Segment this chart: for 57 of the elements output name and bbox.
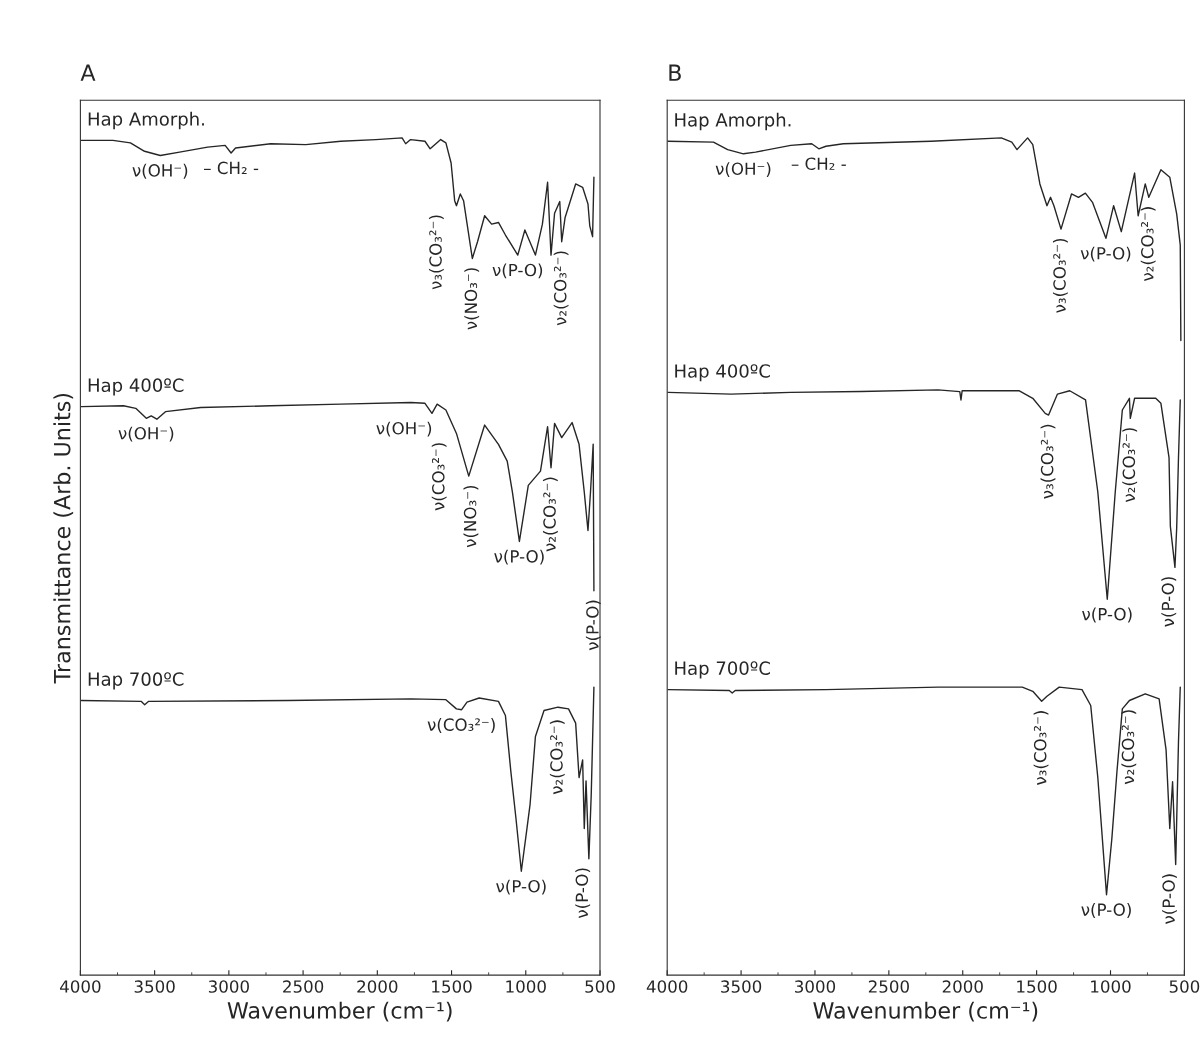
annotation: ν(OH⁻)	[132, 163, 188, 179]
annotation: ν(OH⁻)	[715, 162, 771, 177]
annotation: ν₂(CO₃²⁻)	[1140, 207, 1156, 281]
x-axis-title: Wavenumber (cm⁻¹)	[227, 1001, 452, 1022]
annotation: ν₃(CO₃²⁻)	[428, 215, 444, 290]
series-label: Hap 400ºC	[88, 378, 184, 396]
annotation: ν(P-O)	[1081, 903, 1131, 918]
annotation: ν(P-O)	[575, 868, 591, 919]
x-tick-label: 2500	[868, 980, 909, 993]
x-tick-label: 1500	[1017, 980, 1057, 993]
annotation: ν₂(CO₃²⁻)	[542, 477, 558, 552]
annotation: ν(P-O)	[494, 549, 544, 565]
x-tick-label: 500	[585, 980, 615, 993]
annotation: ν₃(CO₃²⁻)	[1040, 424, 1056, 499]
x-tick-label: 3500	[721, 980, 762, 993]
annotation: ν(P-O)	[585, 600, 601, 651]
series-label: Hap Amorph.	[675, 112, 791, 131]
annotation: ν₂(CO₃²⁻)	[553, 251, 569, 326]
series-label: Hap Amorph.	[88, 111, 204, 130]
x-tick-label: 1000	[506, 980, 546, 993]
series-label: Hap 400ºC	[675, 364, 770, 382]
annotation: ν(OH⁻)	[118, 426, 174, 442]
annotation: ν₃(CO₃²⁻)	[1052, 238, 1068, 313]
series-label: Hap 700ºC	[675, 661, 770, 679]
x-tick-label: 1500	[432, 980, 472, 993]
x-tick-label: 4000	[60, 980, 101, 993]
annotation: ν(P-O)	[496, 879, 546, 895]
x-tick-label: 3000	[795, 980, 836, 993]
annotation: ν(P-O)	[1082, 607, 1132, 623]
x-tick-label: 3500	[134, 980, 175, 993]
annotation: ν₃(CO₃²⁻)	[1033, 711, 1049, 785]
y-axis-title: Transmittance (Arb. Units)	[53, 393, 74, 684]
annotation: ν(P-O)	[492, 263, 543, 279]
x-tick-label: 3000	[208, 980, 249, 993]
annotation: ν(P-O)	[1080, 246, 1131, 262]
x-tick-label: 2000	[942, 980, 983, 993]
x-axis-title: Wavenumber (cm⁻¹)	[813, 1001, 1038, 1022]
annotation: ν(CO₃²⁻)	[427, 718, 495, 733]
annotation: – CH₂ -	[791, 157, 846, 171]
series-label: Hap 700ºC	[88, 672, 184, 690]
annotation: ν(OH⁻)	[376, 421, 432, 437]
chart-title: A	[80, 64, 96, 81]
chart-title: B	[669, 64, 681, 81]
annotation: ν₂(CO₃²⁻)	[549, 720, 565, 795]
x-tick-label: 4000	[646, 980, 688, 993]
x-tick-label: 500	[1169, 980, 1200, 993]
annotation: ν(NO₃⁻)	[463, 485, 479, 548]
annotation: – CH₂ -	[204, 161, 259, 175]
annotation: ν₂(CO₃²⁻)	[1121, 710, 1137, 785]
annotation: ν(CO₃²⁻)	[431, 443, 447, 511]
x-tick-label: 2000	[357, 980, 398, 993]
annotation: ν(P-O)	[1161, 577, 1177, 627]
x-tick-label: 2500	[283, 980, 324, 993]
annotation: ν₂(CO₃²⁻)	[1122, 428, 1138, 503]
annotation: ν(P-O)	[1162, 874, 1177, 924]
annotation: ν(NO₃⁻)	[464, 268, 480, 330]
x-tick-label: 1000	[1091, 980, 1131, 993]
